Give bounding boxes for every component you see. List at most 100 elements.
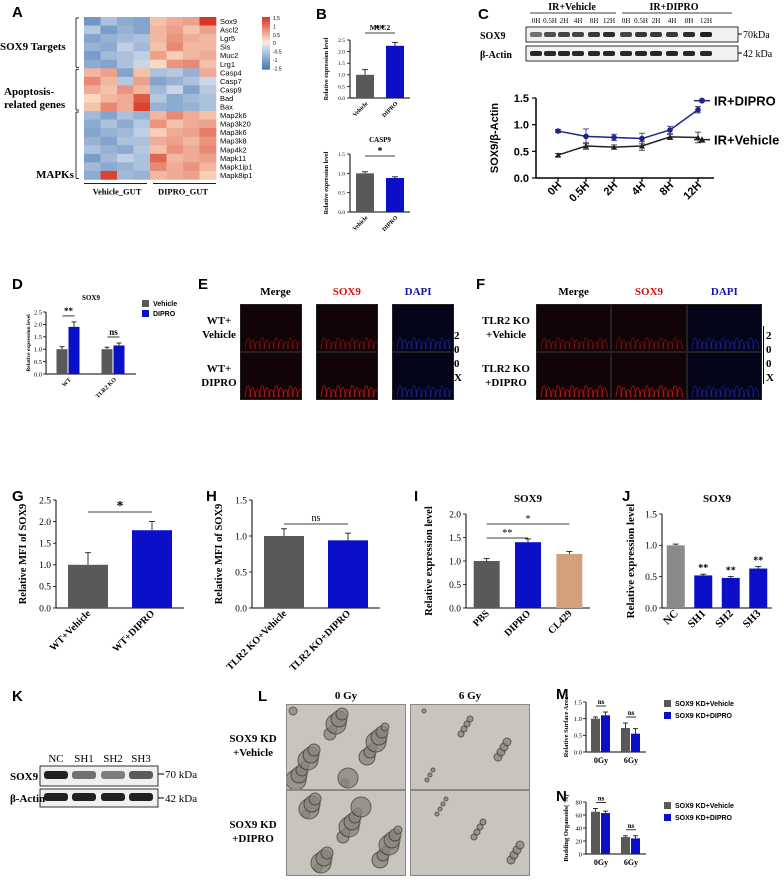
scale-swatch [262, 34, 270, 37]
heatmap-cell [84, 76, 101, 86]
lane-label: 2H [652, 17, 661, 25]
tissue-stroke [676, 387, 684, 398]
x-tick-label: TLR2 KO [95, 377, 118, 400]
heatmap-cell [199, 85, 217, 95]
heatmap-cell [150, 111, 167, 120]
tissue-stroke [577, 341, 585, 350]
tissue-stroke [653, 389, 661, 398]
tissue-stroke [296, 389, 301, 398]
lane-label: 4H [574, 17, 583, 25]
column-label: Merge [260, 286, 291, 298]
sig-marker: ** [502, 528, 512, 539]
column-label: DAPI [404, 286, 432, 298]
heatmap-cell [199, 128, 217, 137]
lane-label: 0.5H [634, 17, 648, 25]
heatmap-cell [150, 85, 167, 95]
y-tick-label: 2.0 [449, 510, 461, 520]
organoid [434, 811, 440, 817]
scale-tick: -1.5 [273, 66, 282, 72]
heatmap-cell [166, 153, 184, 163]
heatmap-cell [133, 42, 151, 52]
scale-swatch [262, 27, 270, 30]
tissue-stroke [372, 389, 377, 398]
blot-band [635, 32, 647, 37]
western-blot-k: NC SH1 SH2 SH3 SOX9 β-Actin 70 kDa 42 kDa [10, 753, 197, 808]
y-tick-label: 0.0 [514, 173, 529, 185]
y-axis-label: Relative MFI of SOX9 [18, 504, 29, 605]
blot-band [530, 51, 542, 56]
panel-label-f: F [476, 276, 486, 293]
y-tick-label: 0.0 [574, 749, 582, 756]
heatmap-cell [199, 170, 217, 180]
chart-title: CASP9 [369, 136, 391, 144]
x-tick-label: 2H [602, 180, 620, 198]
x-tick-label: PBS [471, 608, 492, 629]
heatmap-cell [166, 51, 184, 61]
bar [68, 564, 108, 608]
heatmap-cell [117, 136, 134, 146]
heatmap-cell [133, 34, 151, 43]
bar [591, 811, 600, 854]
blot-band [544, 51, 556, 56]
heatmap-cell [150, 76, 167, 86]
legend-swatch [664, 814, 671, 821]
heatmap-cell [150, 42, 167, 52]
magnification-bar [763, 326, 764, 384]
scale-swatch [262, 62, 270, 65]
heatmap-cell [133, 136, 151, 146]
heatmap-cell [100, 111, 118, 120]
y-tick-label: 2.5 [338, 38, 345, 44]
x-tick-label: SH2 [713, 607, 736, 630]
tissue-stroke [601, 387, 609, 398]
panel-label-m: M [556, 686, 569, 703]
x-tick-label: WT+Vehicle [48, 608, 94, 654]
data-point [555, 128, 561, 134]
y-tick-label: 1.0 [34, 346, 42, 353]
y-tick-label: 0.0 [338, 96, 345, 102]
organoid [335, 707, 349, 721]
micrograph-texture [540, 337, 609, 350]
y-tick-label: 1.5 [574, 699, 582, 706]
tissue-stroke [728, 341, 736, 350]
blot-band [72, 793, 96, 801]
legend-swatch [664, 802, 671, 809]
blot-band [603, 51, 615, 56]
size-label: 42 kDa [165, 793, 197, 805]
heatmap-cell [117, 111, 134, 120]
heatmap-cell [100, 68, 118, 78]
bar [749, 568, 768, 608]
micrograph-texture [615, 337, 684, 350]
micrograph-texture [691, 385, 759, 398]
scale-tick: 1.5 [273, 16, 280, 22]
scale-swatch [262, 25, 270, 28]
heatmap-cell [100, 153, 118, 163]
heatmap-cell [84, 136, 101, 146]
heatmap-cell [117, 170, 134, 180]
scale-swatch [262, 18, 270, 21]
heatmap-cell [133, 102, 151, 112]
lane-label: 8H [590, 17, 599, 25]
legend-swatch [142, 300, 149, 307]
sig-marker: ns [598, 795, 605, 803]
legend-label: IR+DIPRO [714, 94, 776, 109]
blot-band [572, 32, 584, 37]
row-label: TLR2 KO +DIPRO [482, 363, 530, 389]
column-label: DAPI [710, 286, 738, 298]
magnification-label: X [766, 372, 774, 384]
heatmap-cell [166, 42, 184, 52]
x-tick-label: 12H [681, 180, 704, 203]
panel-label-k: K [12, 688, 23, 705]
heatmap-cell [84, 85, 101, 95]
tissue-stroke [676, 339, 684, 350]
heatmap-cell [150, 162, 167, 172]
blot-band [558, 32, 570, 37]
sig-marker: ** [726, 566, 736, 577]
y-tick-label: 0.5 [449, 581, 461, 591]
heatmap-cell [117, 162, 134, 172]
bar [601, 813, 610, 854]
y-tick-label: 2.0 [34, 322, 42, 329]
heatmap-cell [166, 68, 184, 78]
magnification-label: 0 [454, 358, 460, 370]
blot-band [635, 51, 647, 56]
y-axis-label: Relative Surface Area [563, 696, 570, 757]
